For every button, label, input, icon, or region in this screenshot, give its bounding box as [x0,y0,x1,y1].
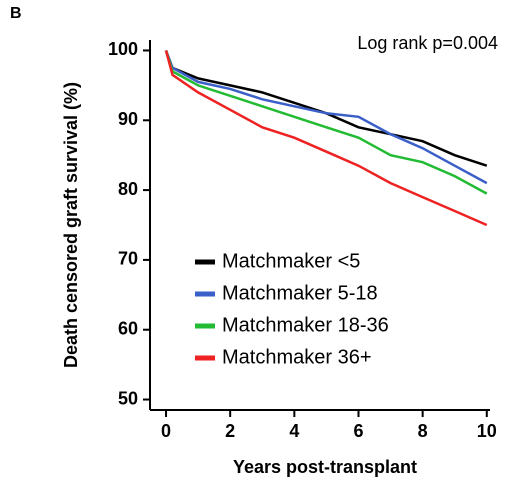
legend-label: Matchmaker 5-18 [222,282,378,304]
legend-label: Matchmaker <5 [222,250,360,272]
x-tick-label: 4 [289,421,299,441]
survival-curve [164,50,488,185]
y-tick-label: 50 [118,388,138,408]
survival-curve [164,50,488,195]
y-tick-label: 100 [108,39,138,59]
y-tick-label: 70 [118,249,138,269]
x-tick-label: 2 [225,421,235,441]
y-tick-label: 80 [118,179,138,199]
panel-label: B [10,5,22,22]
x-tick-label: 0 [161,421,171,441]
legend-label: Matchmaker 36+ [222,346,372,368]
y-axis-label: Death censored graft survival (%) [61,82,81,368]
x-axis-label: Years post-transplant [233,457,417,477]
x-tick-label: 8 [418,421,428,441]
survival-curve [164,50,488,167]
x-tick-label: 10 [477,421,497,441]
legend-label: Matchmaker 18-36 [222,314,389,336]
survival-curve [164,50,488,227]
y-tick-label: 90 [118,109,138,129]
annotation: Log rank p=0.004 [357,33,498,53]
x-tick-label: 6 [353,421,363,441]
y-tick-label: 60 [118,318,138,338]
